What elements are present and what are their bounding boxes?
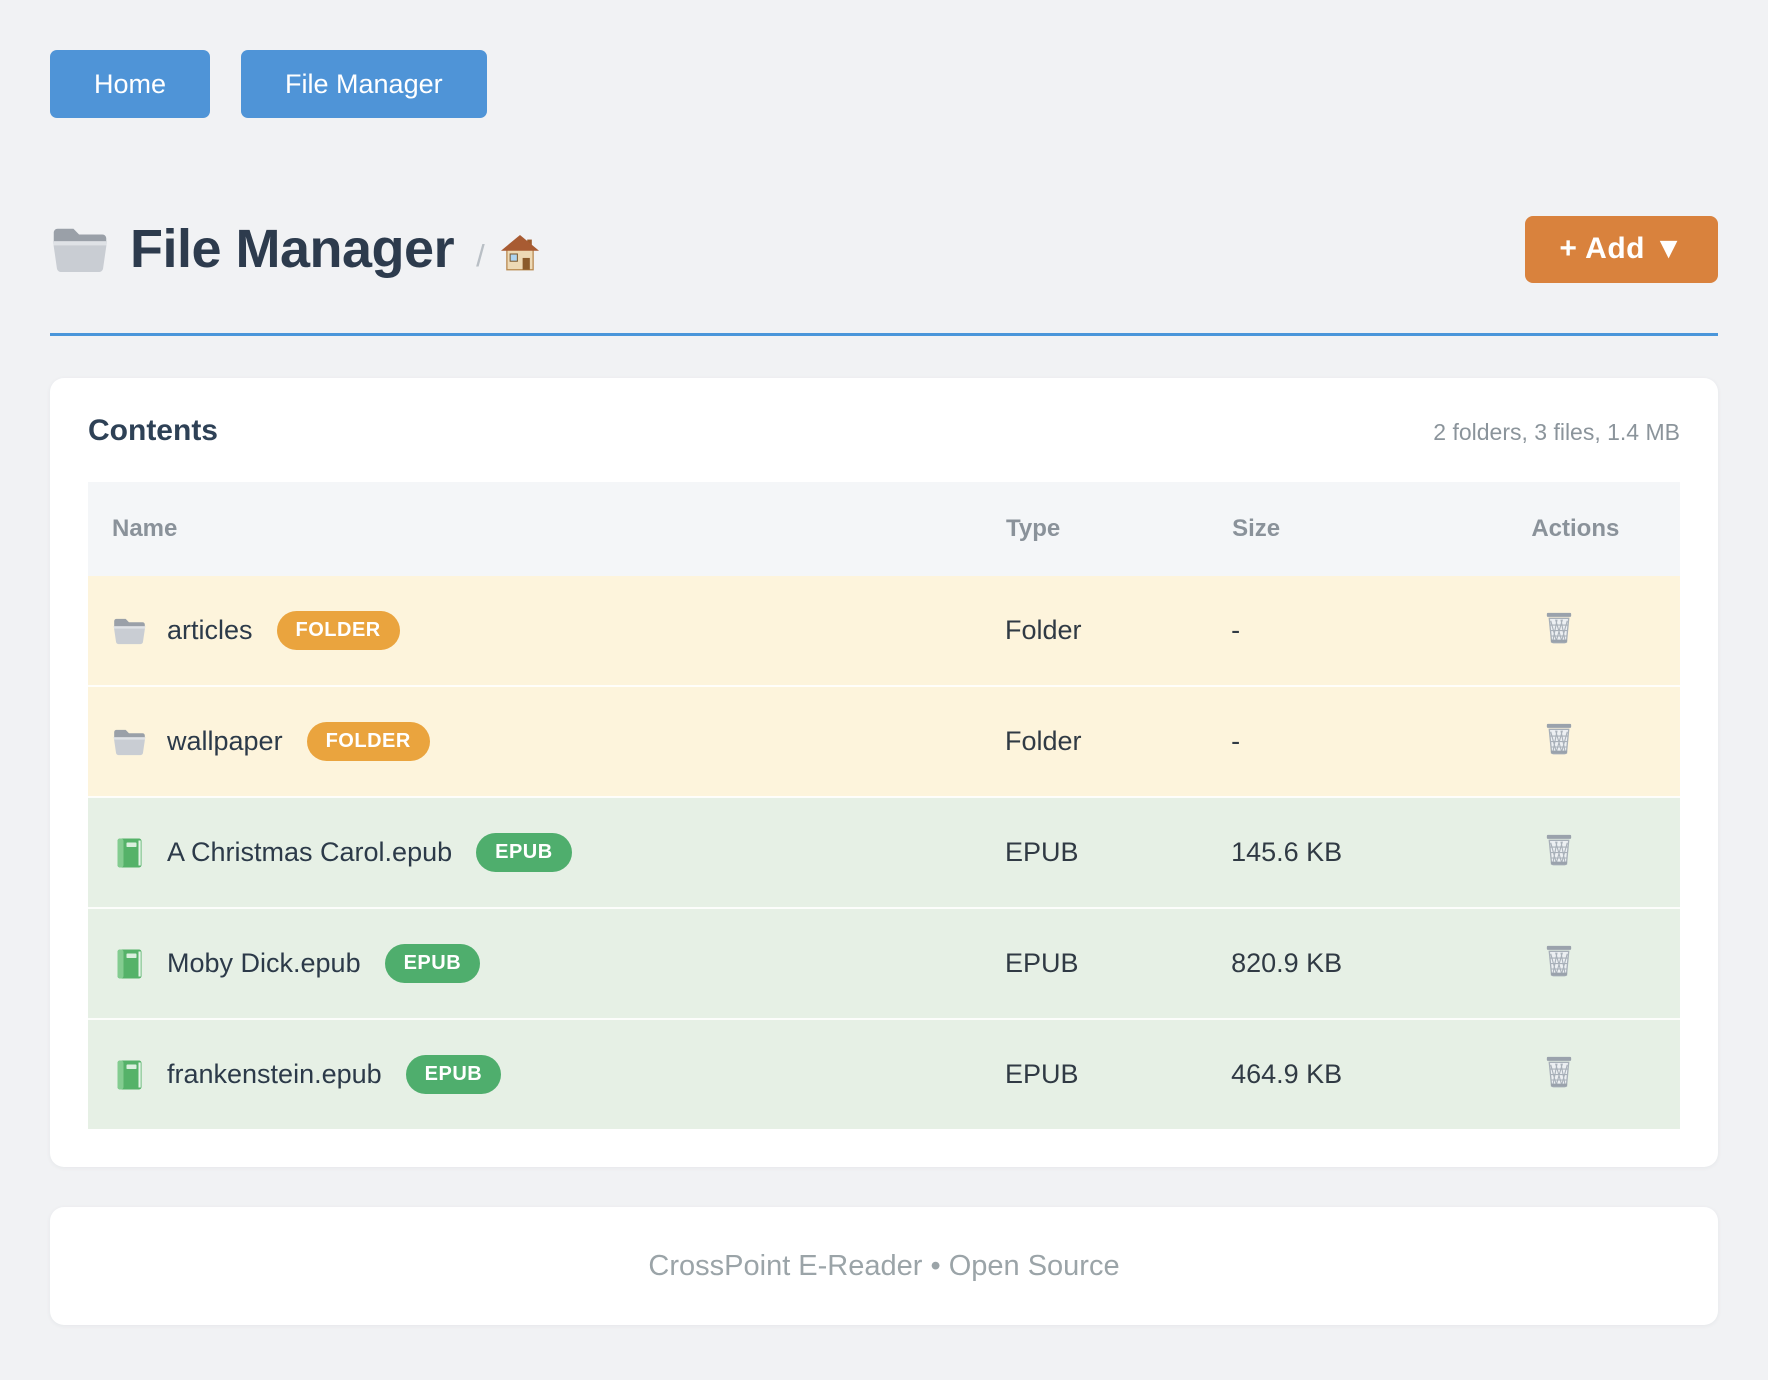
table-row: Moby Dick.epub EPUB EPUB 820.9 KB <box>88 907 1680 1019</box>
trash-icon <box>1547 723 1572 754</box>
file-type: EPUB <box>1005 1018 1232 1129</box>
file-name-link[interactable]: Moby Dick.epub <box>167 948 361 978</box>
file-size: 820.9 KB <box>1231 907 1531 1019</box>
file-name-link[interactable]: frankenstein.epub <box>167 1059 382 1089</box>
file-size: - <box>1231 615 1241 645</box>
page-header: File Manager / + Add ▼ <box>50 210 1718 288</box>
file-name-link[interactable]: articles <box>167 615 253 645</box>
nav-home-button[interactable]: Home <box>50 50 211 118</box>
column-header-type: Type <box>1005 482 1232 576</box>
table-row: articles FOLDER Folder - <box>88 576 1680 686</box>
contents-card-header: Contents 2 folders, 3 files, 1.4 MB <box>88 414 1680 462</box>
trash-icon <box>1547 612 1572 643</box>
delete-button[interactable] <box>1542 1053 1576 1090</box>
nav-file-manager-button[interactable]: File Manager <box>241 50 487 118</box>
home-icon[interactable] <box>499 233 541 275</box>
file-type-badge: EPUB <box>384 944 481 983</box>
add-button[interactable]: + Add ▼ <box>1525 215 1718 283</box>
folder-icon <box>112 726 147 758</box>
file-type-badge: FOLDER <box>276 611 400 650</box>
file-type-badge: EPUB <box>405 1055 502 1094</box>
column-header-name: Name <box>88 482 1005 576</box>
folder-icon <box>50 223 110 276</box>
file-type-badge: FOLDER <box>306 722 430 761</box>
green-book-icon <box>112 1059 147 1091</box>
file-type: EPUB <box>1005 907 1232 1019</box>
trash-icon <box>1547 945 1572 976</box>
contents-summary: 2 folders, 3 files, 1.4 MB <box>1433 419 1680 445</box>
delete-button[interactable] <box>1542 609 1576 646</box>
trash-icon <box>1547 834 1572 865</box>
table-row: A Christmas Carol.epub EPUB EPUB 145.6 KB <box>88 796 1680 908</box>
delete-button[interactable] <box>1542 831 1576 868</box>
page-title: File Manager <box>130 219 455 279</box>
breadcrumb-separator: / <box>476 238 485 273</box>
title-wrap: File Manager / <box>50 218 541 280</box>
footer-text: CrossPoint E-Reader • Open Source <box>648 1249 1120 1282</box>
file-type: EPUB <box>1005 796 1232 908</box>
file-size: 464.9 KB <box>1231 1018 1531 1129</box>
file-size: - <box>1231 685 1531 797</box>
top-nav: Home File Manager <box>50 50 1718 118</box>
delete-button[interactable] <box>1542 942 1576 979</box>
column-header-size: Size <box>1231 482 1531 576</box>
file-type-badge: EPUB <box>476 833 572 872</box>
delete-button[interactable] <box>1542 720 1576 757</box>
file-type: Folder <box>1005 615 1082 645</box>
file-table: Name Type Size Actions articles FOLDER Fol… <box>88 482 1680 1129</box>
header-divider <box>50 333 1718 336</box>
table-header-row: Name Type Size Actions <box>88 482 1680 576</box>
file-size: 145.6 KB <box>1231 796 1531 908</box>
table-row: frankenstein.epub EPUB EPUB 464.9 KB <box>88 1018 1680 1129</box>
table-row: wallpaper FOLDER Folder - <box>88 685 1680 797</box>
file-type: Folder <box>1005 685 1232 797</box>
file-table-body: articles FOLDER Folder - wallpaper FOLDER Fol… <box>88 576 1680 1129</box>
contents-title: Contents <box>88 414 218 447</box>
footer: CrossPoint E-Reader • Open Source <box>50 1207 1718 1325</box>
trash-icon <box>1547 1056 1572 1087</box>
file-name-link[interactable]: wallpaper <box>167 726 283 756</box>
folder-icon <box>112 615 147 647</box>
green-book-icon <box>112 948 147 980</box>
green-book-icon <box>112 837 147 869</box>
file-name-link[interactable]: A Christmas Carol.epub <box>167 837 453 867</box>
contents-card: Contents 2 folders, 3 files, 1.4 MB Name… <box>50 378 1718 1167</box>
column-header-actions: Actions <box>1530 482 1680 576</box>
